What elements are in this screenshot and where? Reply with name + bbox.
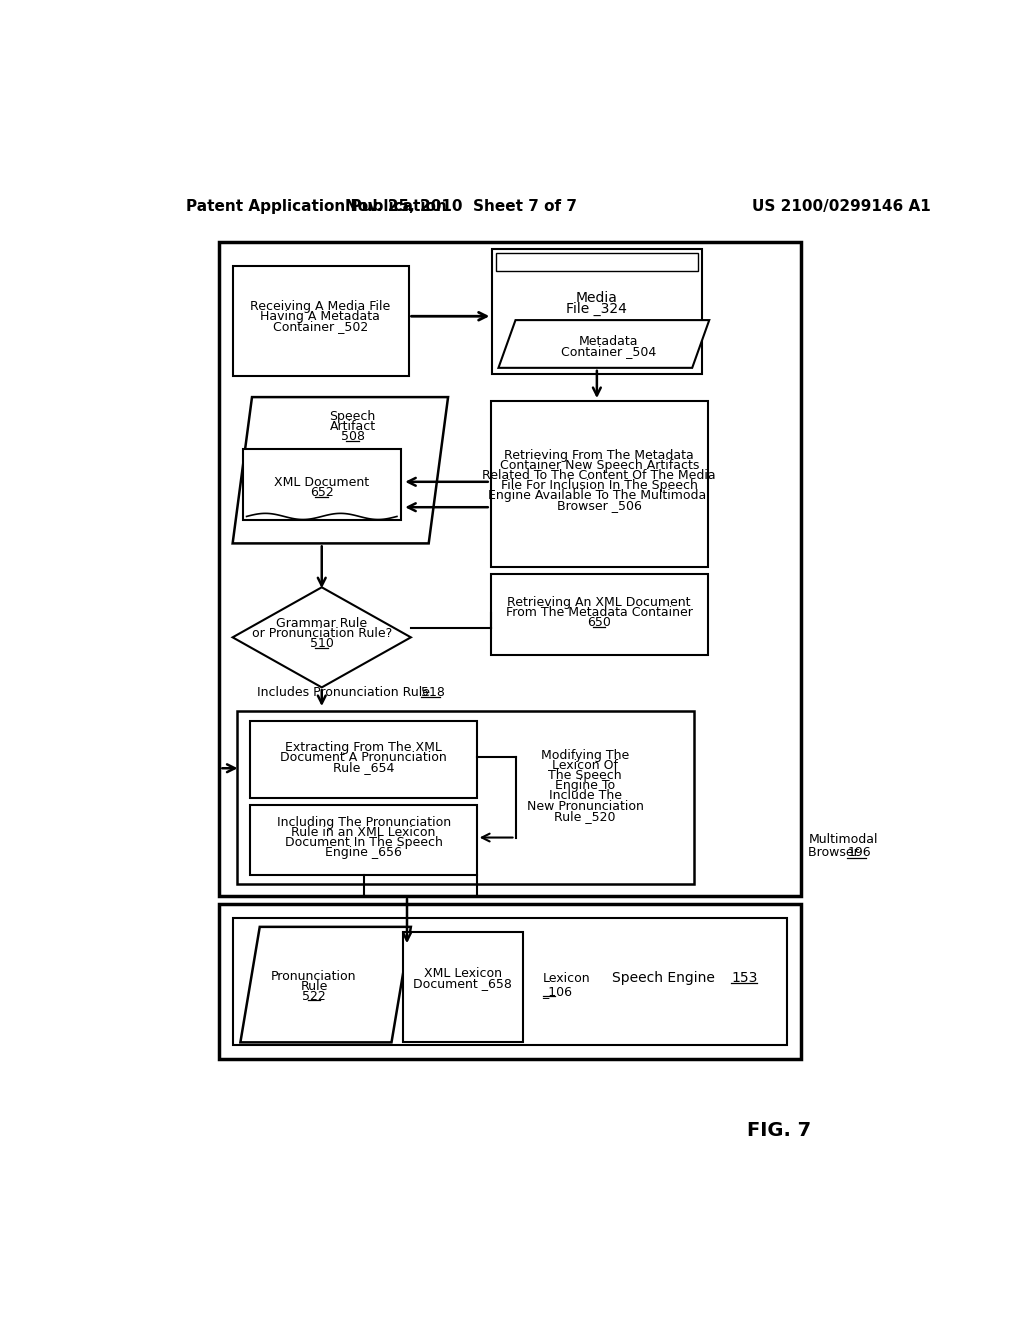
- Text: Include The: Include The: [549, 789, 622, 803]
- Bar: [490, 401, 708, 566]
- Text: Multimodal: Multimodal: [809, 833, 878, 846]
- Text: Artifact: Artifact: [330, 420, 376, 433]
- Text: US 2100/0299146 A1: US 2100/0299146 A1: [752, 198, 931, 214]
- Text: Nov. 25, 2010  Sheet 7 of 7: Nov. 25, 2010 Sheet 7 of 7: [345, 198, 578, 214]
- Text: 650: 650: [587, 616, 611, 630]
- Text: Document _658: Document _658: [414, 977, 512, 990]
- Text: 652: 652: [310, 486, 334, 499]
- Text: 510: 510: [310, 638, 334, 649]
- Text: _106: _106: [543, 985, 572, 998]
- Text: Rule _654: Rule _654: [333, 762, 394, 774]
- Text: Extracting From The XML: Extracting From The XML: [285, 741, 442, 754]
- Text: Retrieving An XML Document: Retrieving An XML Document: [508, 597, 691, 609]
- Bar: [219, 904, 801, 1059]
- Polygon shape: [499, 321, 710, 368]
- Polygon shape: [232, 397, 449, 544]
- Bar: [490, 574, 708, 655]
- Polygon shape: [245, 933, 414, 1048]
- Text: File For Inclusion In The Speech: File For Inclusion In The Speech: [501, 479, 697, 492]
- Text: Grammar Rule: Grammar Rule: [276, 616, 368, 630]
- Text: The Speech: The Speech: [549, 770, 622, 783]
- Text: Browser _506: Browser _506: [557, 499, 642, 512]
- Bar: [237, 711, 693, 884]
- Text: 518: 518: [421, 685, 444, 698]
- Text: Having A Metadata: Having A Metadata: [260, 310, 380, 323]
- Text: Container New Speech Artifacts: Container New Speech Artifacts: [500, 458, 699, 471]
- Text: Browser: Browser: [809, 846, 863, 859]
- Text: Metadata: Metadata: [579, 335, 638, 347]
- Text: Container _504: Container _504: [561, 345, 656, 358]
- Text: 508: 508: [341, 430, 365, 444]
- Text: Speech Engine: Speech Engine: [612, 972, 720, 986]
- Text: Engine To: Engine To: [555, 779, 615, 792]
- Text: Patent Application Publication: Patent Application Publication: [186, 198, 446, 214]
- Text: XML Lexicon: XML Lexicon: [424, 968, 502, 979]
- Bar: [251, 805, 477, 875]
- Text: or Pronunciation Rule?: or Pronunciation Rule?: [252, 627, 392, 640]
- Text: Document In The Speech: Document In The Speech: [285, 836, 442, 849]
- Text: Rule: Rule: [300, 979, 328, 993]
- Text: 153: 153: [731, 972, 758, 986]
- Bar: [403, 932, 523, 1043]
- Text: Related To The Content Of The Media: Related To The Content Of The Media: [482, 469, 716, 482]
- Text: Lexicon Of: Lexicon Of: [552, 759, 618, 772]
- Bar: [243, 450, 400, 520]
- Polygon shape: [241, 927, 411, 1043]
- Bar: [232, 267, 409, 376]
- Text: Container _502: Container _502: [272, 319, 368, 333]
- Text: Media: Media: [575, 290, 617, 305]
- Text: Retrieving From The Metadata: Retrieving From The Metadata: [505, 449, 694, 462]
- Text: From The Metadata Container: From The Metadata Container: [506, 606, 692, 619]
- Text: New Pronunciation: New Pronunciation: [526, 800, 644, 813]
- Text: FIG. 7: FIG. 7: [746, 1121, 811, 1139]
- Text: Speech: Speech: [330, 409, 376, 422]
- Text: Document A Pronunciation: Document A Pronunciation: [281, 751, 446, 764]
- Text: Rule _520: Rule _520: [555, 809, 616, 822]
- Text: Pronunciation: Pronunciation: [271, 970, 356, 982]
- Text: XML Document: XML Document: [274, 475, 370, 488]
- Text: Lexicon: Lexicon: [543, 972, 590, 985]
- Text: Rule in an XML Lexicon: Rule in an XML Lexicon: [292, 826, 436, 840]
- Text: Modifying The: Modifying The: [541, 750, 630, 763]
- Text: File _324: File _324: [566, 302, 628, 315]
- Text: 522: 522: [302, 990, 326, 1003]
- Text: 196: 196: [847, 846, 870, 859]
- Text: Including The Pronunciation: Including The Pronunciation: [276, 816, 451, 829]
- Text: Engine Available To The Multimodal: Engine Available To The Multimodal: [488, 488, 710, 502]
- Bar: [233, 917, 786, 1045]
- Bar: [493, 249, 701, 374]
- Text: Receiving A Media File: Receiving A Media File: [250, 300, 390, 313]
- Polygon shape: [232, 587, 411, 688]
- Bar: [251, 721, 477, 797]
- Bar: [496, 253, 697, 271]
- Text: Engine _656: Engine _656: [326, 846, 402, 859]
- Bar: [219, 242, 801, 896]
- Text: Includes Pronunciation Rule: Includes Pronunciation Rule: [257, 685, 434, 698]
